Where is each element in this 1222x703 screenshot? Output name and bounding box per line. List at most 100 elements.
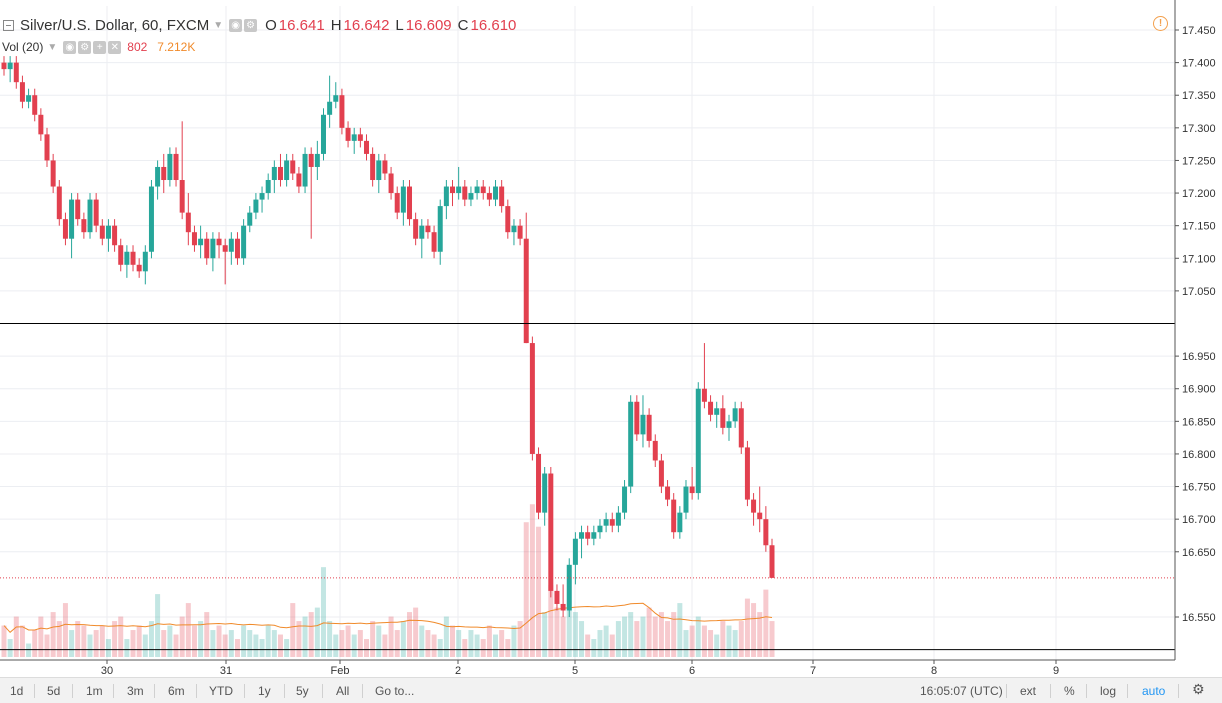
volume-bar xyxy=(222,634,228,657)
price-chart[interactable]: 17.00016.50016.61054:52 17.45017.40017.3… xyxy=(0,0,1222,677)
volume-legend: Vol (20) ▼ ◉ ⚙ + ✕ 802 7.212K xyxy=(0,37,195,57)
candle-body xyxy=(763,519,769,546)
volume-bar xyxy=(757,612,763,657)
toolbar-divider xyxy=(244,684,245,698)
candle-body xyxy=(265,180,271,194)
volume-bar xyxy=(105,639,111,657)
candle-body xyxy=(32,95,38,115)
eye-icon[interactable]: ◉ xyxy=(63,40,77,54)
volume-bar xyxy=(499,630,505,657)
volume-bar xyxy=(542,612,548,657)
candle-body xyxy=(198,238,204,246)
volume-bar xyxy=(136,625,142,657)
percent-toggle[interactable]: % xyxy=(1064,684,1075,698)
time-axis[interactable]: 30 31 Feb 2 5 6 7 8 9 xyxy=(0,659,1175,677)
volume-bar xyxy=(118,616,124,657)
candle-body xyxy=(136,264,142,272)
candle-body xyxy=(443,186,449,207)
volume-bar xyxy=(191,625,197,657)
candle-body xyxy=(161,166,167,181)
plus-icon[interactable]: + xyxy=(93,40,107,54)
volume-bar xyxy=(99,625,105,657)
candle-body xyxy=(437,206,443,252)
candle-body xyxy=(419,225,425,239)
toolbar-divider xyxy=(196,684,197,698)
range-1m-button[interactable]: 1m xyxy=(86,684,103,698)
candle-body xyxy=(210,238,216,259)
candle-body xyxy=(450,186,456,194)
candle-body xyxy=(62,219,68,239)
volume-bar xyxy=(652,616,658,657)
volume-bar xyxy=(714,634,720,657)
candle-body xyxy=(683,486,689,513)
candle-body xyxy=(105,225,111,239)
clock-time-label[interactable]: 16:05:07 (UTC) xyxy=(920,684,1003,698)
chevron-down-icon[interactable]: ▼ xyxy=(213,19,224,31)
candle-body xyxy=(93,199,99,226)
range-ytd-button[interactable]: YTD xyxy=(209,684,233,698)
alert-clock-icon[interactable]: ! xyxy=(1153,16,1168,31)
candle-body xyxy=(351,134,357,141)
candle-body xyxy=(732,408,738,422)
candle-body xyxy=(640,414,646,435)
close-icon[interactable]: ✕ xyxy=(108,40,122,54)
price-axis[interactable]: 17.450 17.400 17.350 17.300 17.250 17.200 17.1… xyxy=(1174,0,1222,677)
volume-bar xyxy=(155,594,161,657)
y-tick-label: 17.100 xyxy=(1182,253,1216,265)
volume-bar xyxy=(284,639,290,657)
range-all-button[interactable]: All xyxy=(336,684,350,698)
close-label: C xyxy=(457,16,469,34)
candle-body xyxy=(591,532,597,539)
candle-body xyxy=(13,62,19,83)
x-tick-label: 6 xyxy=(689,665,695,677)
symbol-title[interactable]: Silver/U.S. Dollar, 60, FXCM xyxy=(20,16,210,34)
volume-ma-polyline xyxy=(3,602,773,633)
volume-bar xyxy=(468,630,474,657)
volume-bar xyxy=(351,634,357,657)
chevron-down-icon[interactable]: ▼ xyxy=(47,41,58,53)
range-5y-button[interactable]: 5y xyxy=(296,684,309,698)
toolbar-divider xyxy=(34,684,35,698)
gear-icon[interactable]: ⚙ xyxy=(78,40,92,54)
candle-body xyxy=(511,225,517,233)
candle-body xyxy=(757,512,763,520)
go-to-date-button[interactable]: Go to... xyxy=(375,684,415,698)
range-3m-button[interactable]: 3m xyxy=(127,684,144,698)
candle-body xyxy=(179,180,185,213)
ext-toggle[interactable]: ext xyxy=(1020,684,1037,698)
price-axis-background xyxy=(1175,0,1222,677)
range-1y-button[interactable]: 1y xyxy=(258,684,271,698)
volume-title[interactable]: Vol (20) xyxy=(2,40,44,54)
candle-body xyxy=(118,245,124,265)
x-tick-label: 8 xyxy=(931,665,937,677)
volume-bar xyxy=(763,589,769,657)
eye-icon[interactable]: ◉ xyxy=(229,18,243,32)
volume-bar xyxy=(1,625,7,657)
candle-body xyxy=(327,101,333,115)
range-5d-button[interactable]: 5d xyxy=(47,684,61,698)
candle-body xyxy=(19,82,25,102)
collapse-legend-icon[interactable] xyxy=(3,19,14,31)
candle-body xyxy=(241,225,247,259)
y-tick-label: 16.950 xyxy=(1182,351,1216,363)
gear-icon[interactable]: ⚙ xyxy=(1192,681,1205,697)
volume-bar xyxy=(462,639,468,657)
range-1d-button[interactable]: 1d xyxy=(10,684,24,698)
volume-bar xyxy=(69,630,75,657)
volume-bar xyxy=(394,630,400,657)
volume-bar xyxy=(271,630,277,657)
candle-body xyxy=(26,95,32,102)
range-6m-button[interactable]: 6m xyxy=(168,684,185,698)
chart-grid xyxy=(0,6,1174,660)
y-tick-label: 17.400 xyxy=(1182,58,1216,70)
gear-icon[interactable]: ⚙ xyxy=(244,18,258,32)
volume-bar xyxy=(277,634,283,657)
candle-body xyxy=(363,140,369,154)
toolbar-divider xyxy=(1086,684,1087,698)
log-toggle[interactable]: log xyxy=(1100,684,1117,698)
volume-bar xyxy=(363,639,369,657)
volume-bar xyxy=(425,630,431,657)
candle-body xyxy=(50,160,56,187)
volume-bar xyxy=(671,612,677,657)
auto-scale-toggle[interactable]: auto xyxy=(1142,684,1166,698)
